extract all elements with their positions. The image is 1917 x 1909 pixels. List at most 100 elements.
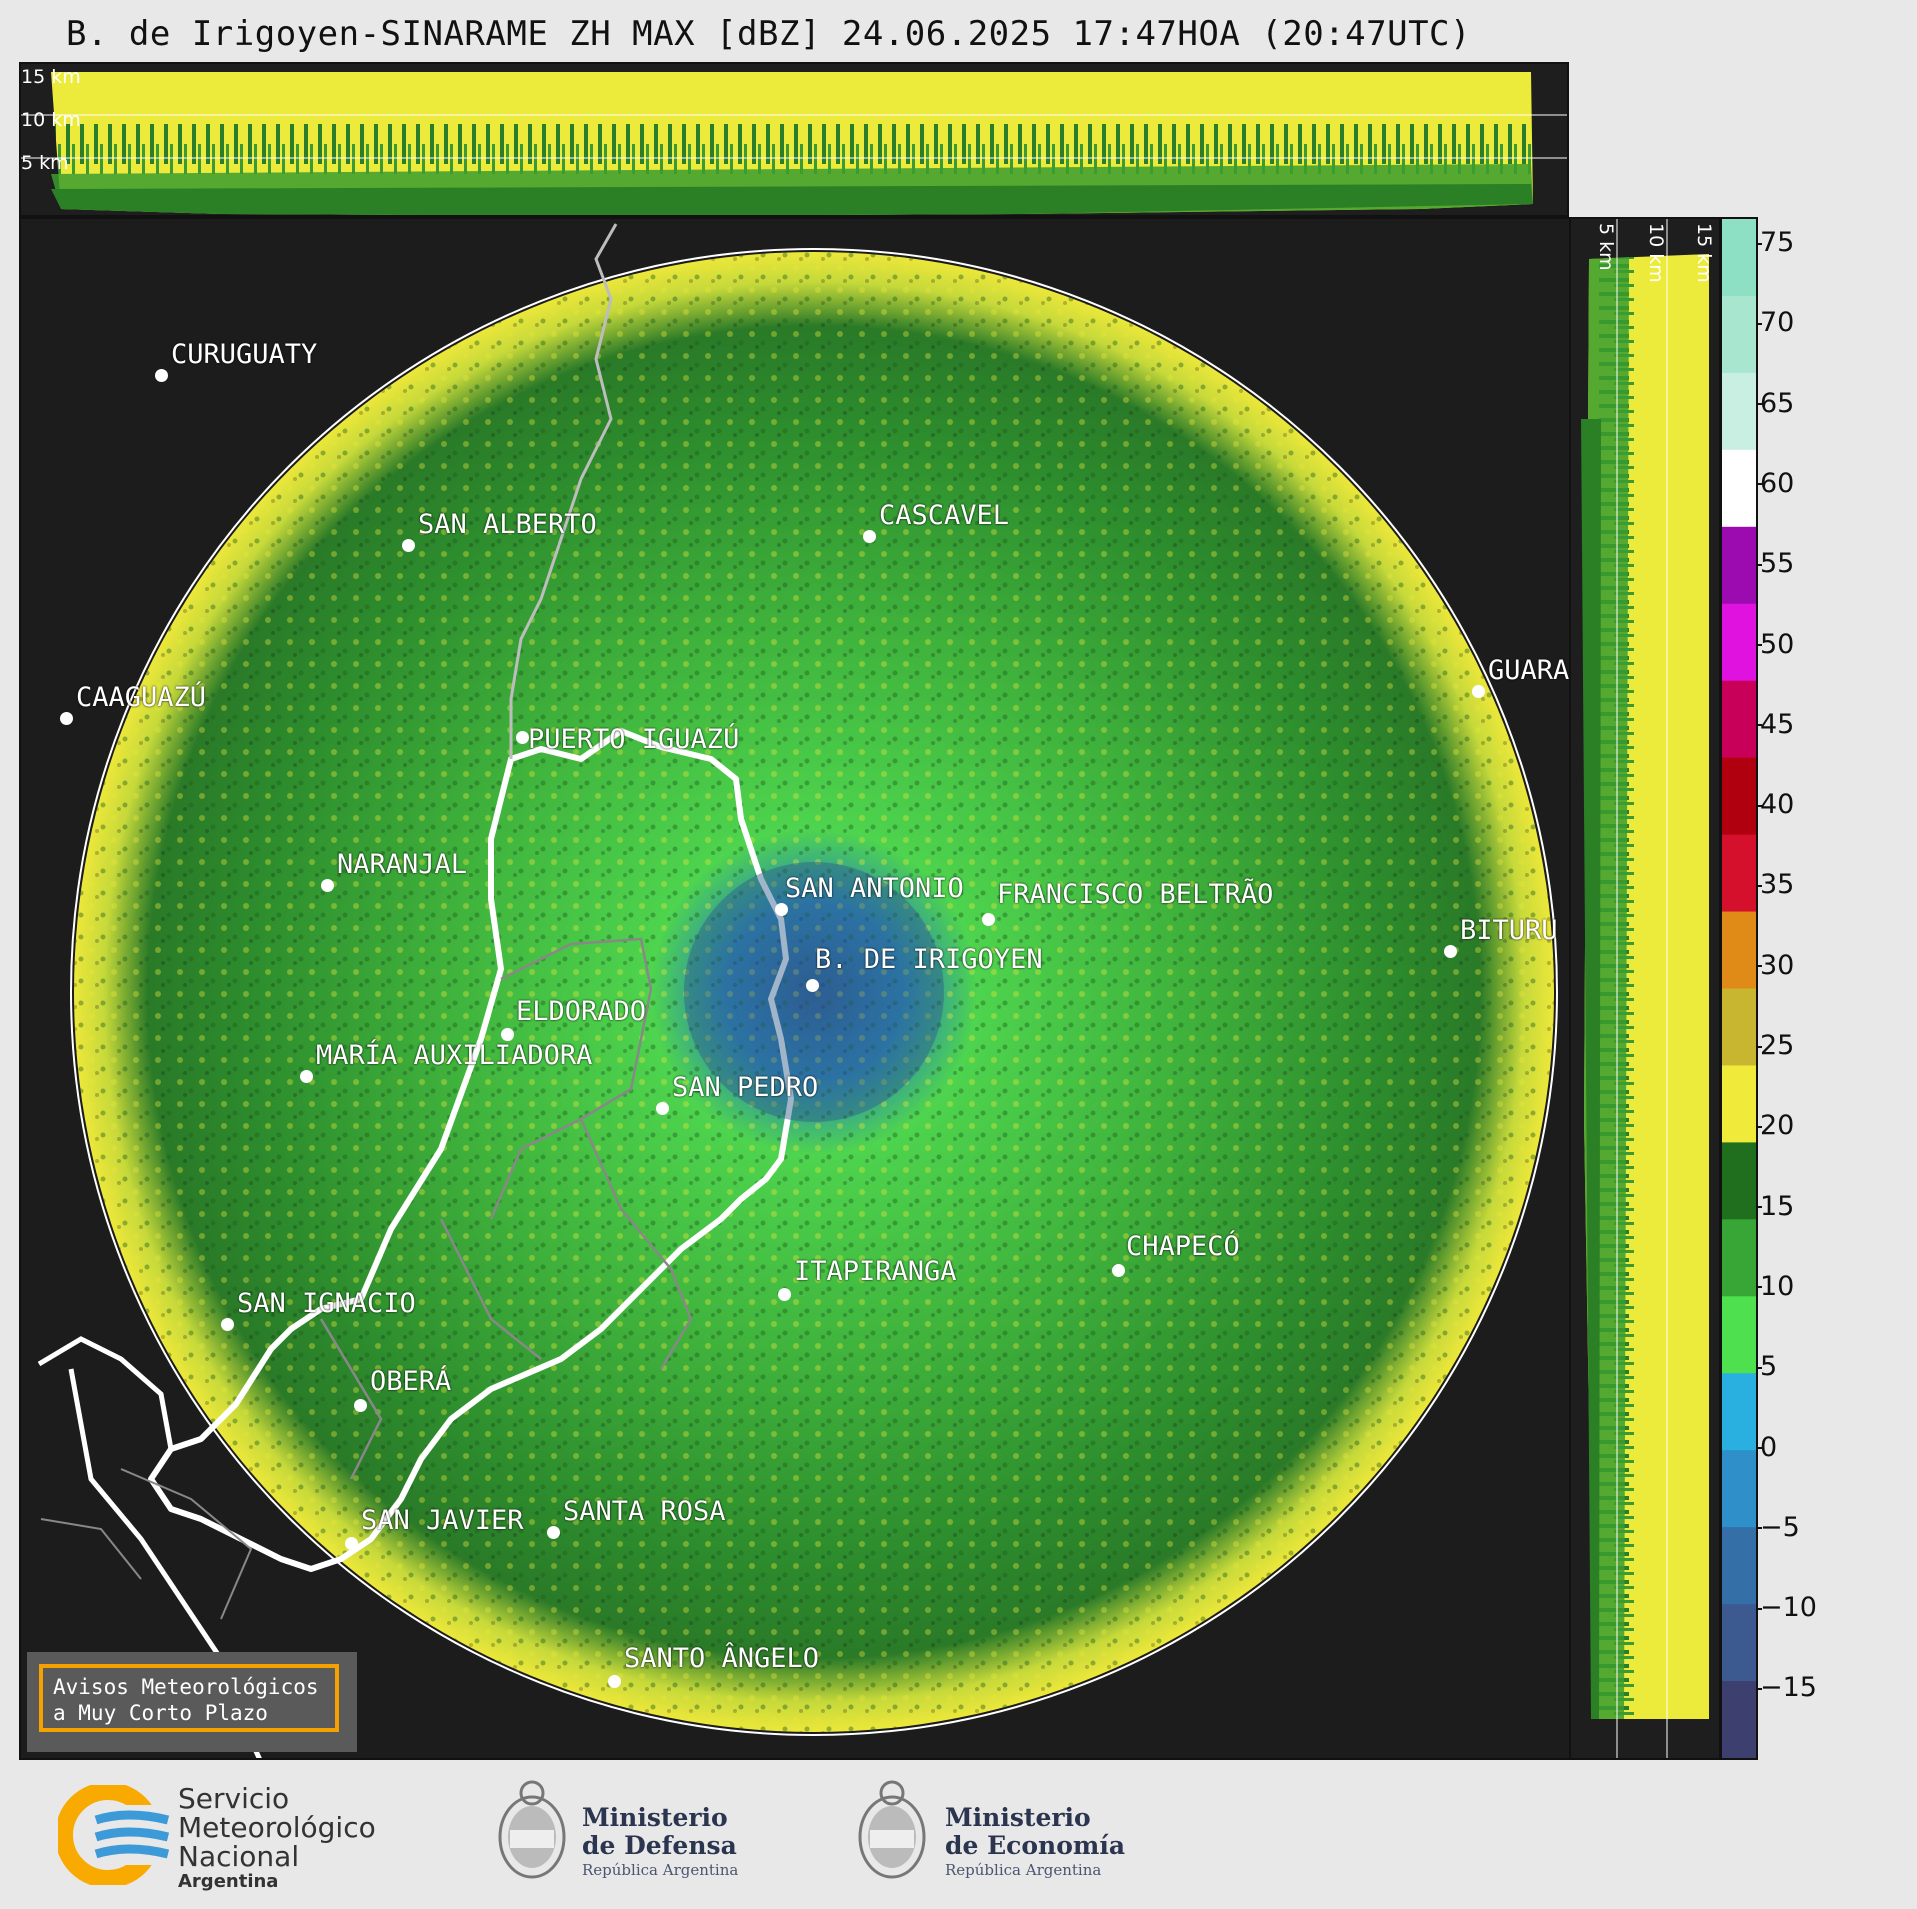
colorbar-tick-label: 65 (1755, 387, 1795, 419)
avisos-box[interactable]: Avisos Meteorológicos a Muy Corto Plazo (27, 1652, 357, 1752)
city-dot-maria-auxiliadora (300, 1070, 313, 1083)
colorbar-tick-label: 75 (1755, 227, 1795, 258)
city-label-maria-auxiliadora: MARÍA AUXILIADORA (316, 1040, 593, 1071)
smn-line3: Nacional (178, 1840, 300, 1873)
city-label-san-pedro: SAN PEDRO (672, 1072, 819, 1103)
city-dot-curuguaty (155, 369, 168, 382)
city-dot-eldorado (501, 1028, 514, 1041)
colorbar-band (1722, 1373, 1756, 1451)
colorbar (1720, 217, 1758, 1760)
city-dot-guara (1472, 685, 1485, 698)
smn-logo-icon (58, 1785, 173, 1885)
colorbar-tick-label: −10 (1756, 1592, 1817, 1624)
colorbar-band (1722, 449, 1756, 528)
colorbar-tick-label: 70 (1755, 307, 1795, 339)
city-label-san-alberto: SAN ALBERTO (418, 509, 597, 540)
city-label-san-ignacio: SAN IGNACIO (237, 1288, 416, 1319)
smn-country: Argentina (178, 1871, 279, 1892)
colorbar-tick-label: 40 (1755, 789, 1795, 821)
top-height-label-10: 10 km (21, 109, 81, 131)
city-dot-francisco-beltrao (982, 913, 995, 926)
colorbar-tick-label: 60 (1755, 467, 1795, 499)
colorbar-tick-label: −15 (1756, 1672, 1817, 1704)
city-dot-naranjal (321, 879, 334, 892)
colorbar-tick-label: 50 (1755, 628, 1795, 660)
city-label-bituru: BITURU (1460, 915, 1558, 946)
avisos-link[interactable]: Avisos Meteorológicos a Muy Corto Plazo (39, 1664, 339, 1732)
colorbar-band (1722, 603, 1756, 682)
economia-shield-icon (858, 1780, 926, 1879)
city-dot-san-antonio (775, 903, 788, 916)
city-label-san-antonio: SAN ANTONIO (785, 873, 964, 904)
colorbar-tick-label: 45 (1755, 708, 1795, 740)
colorbar-band (1722, 1219, 1756, 1297)
city-label-santo-angelo: SANTO ÂNGELO (624, 1643, 820, 1674)
colorbar-tick-label: 15 (1755, 1190, 1795, 1222)
city-label-santa-rosa: SANTA ROSA (563, 1496, 726, 1527)
colorbar-tick-label: 5 (1755, 1351, 1778, 1383)
city-dot-caaguazu (60, 712, 73, 725)
province-border (148, 728, 794, 1572)
economia-text: Ministerio de Economía República Argenti… (945, 1804, 1125, 1880)
colorbar-tick-label: 55 (1755, 548, 1795, 580)
economia-line2: de Economía (945, 1831, 1126, 1860)
side-height-label-10: 10 km (1645, 223, 1667, 283)
colorbar-band (1722, 988, 1756, 1067)
colorbar-band (1722, 1527, 1756, 1605)
colorbar-tick-label: 25 (1755, 1030, 1795, 1061)
city-label-curuguaty: CURUGUATY (171, 339, 318, 370)
top-height-label-15: 15 km (21, 66, 81, 88)
avisos-line2: a Muy Corto Plazo (53, 1701, 268, 1725)
city-label-francisco-beltrao: FRANCISCO BELTRÃO (997, 879, 1274, 910)
colorbar-scale (1722, 219, 1756, 1758)
colorbar-tick-label: 20 (1755, 1110, 1795, 1142)
defensa-line1: Ministerio (582, 1803, 728, 1832)
chart-title: B. de Irigoyen-SINARAME ZH MAX [dBZ] 24.… (66, 14, 1471, 54)
radar-range-ring (70, 248, 1558, 1736)
city-label-itapiranga: ITAPIRANGA (794, 1256, 957, 1287)
side-cross-section-echo (1581, 219, 1709, 1758)
city-label-guara: GUARA (1488, 655, 1570, 686)
top-cross-section-panel: 15 km 10 km 5 km (19, 62, 1569, 217)
colorbar-tick-label: 0 (1755, 1431, 1778, 1463)
city-label-b-de-irigoyen: B. DE IRIGOYEN (815, 944, 1043, 975)
smn-logo-text: Servicio Meteorológico Nacional Argentin… (178, 1784, 376, 1893)
city-dot-santa-rosa (547, 1526, 560, 1539)
top-height-label-5: 5 km (21, 152, 69, 174)
colorbar-band (1722, 911, 1756, 990)
colorbar-band (1722, 1065, 1756, 1143)
colorbar-band (1722, 219, 1756, 297)
city-dot-b-de-irigoyen (806, 979, 819, 992)
colorbar-band (1722, 295, 1756, 374)
city-dot-bituru (1444, 945, 1457, 958)
side-cross-section-panel: 5 km 10 km 15 km (1569, 217, 1721, 1760)
economia-sub: República Argentina (945, 1861, 1102, 1879)
city-dot-san-ignacio (221, 1318, 234, 1331)
smn-line2: Meteorológico (178, 1811, 376, 1844)
footer (0, 1760, 1917, 1909)
city-label-caaguazu: CAAGUAZÚ (76, 682, 207, 713)
smn-line1: Servicio (178, 1782, 290, 1815)
city-dot-chapeco (1112, 1264, 1125, 1277)
city-dot-cascavel (863, 530, 876, 543)
city-dot-san-pedro (656, 1102, 669, 1115)
defensa-sub: República Argentina (582, 1861, 739, 1879)
colorbar-tick-label: 35 (1755, 869, 1795, 901)
radar-map (37, 223, 1558, 1758)
avisos-line1: Avisos Meteorológicos (53, 1675, 319, 1699)
city-label-obera: OBERÁ (370, 1366, 452, 1397)
colorbar-band (1722, 680, 1756, 759)
city-label-cascavel: CASCAVEL (879, 500, 1010, 531)
colorbar-band (1722, 1450, 1756, 1528)
city-dot-santo-angelo (608, 1675, 621, 1688)
defensa-text: Ministerio de Defensa República Argentin… (582, 1804, 738, 1880)
side-height-label-5: 5 km (1595, 223, 1617, 271)
colorbar-band (1722, 1681, 1756, 1758)
colorbar-band (1722, 834, 1756, 913)
city-dot-puerto-iguazu (516, 731, 529, 744)
city-label-chapeco: CHAPECÓ (1126, 1231, 1240, 1262)
city-label-naranjal: NARANJAL (337, 849, 468, 880)
city-dot-obera (354, 1399, 367, 1412)
colorbar-band (1722, 1142, 1756, 1220)
city-dot-san-alberto (402, 539, 415, 552)
